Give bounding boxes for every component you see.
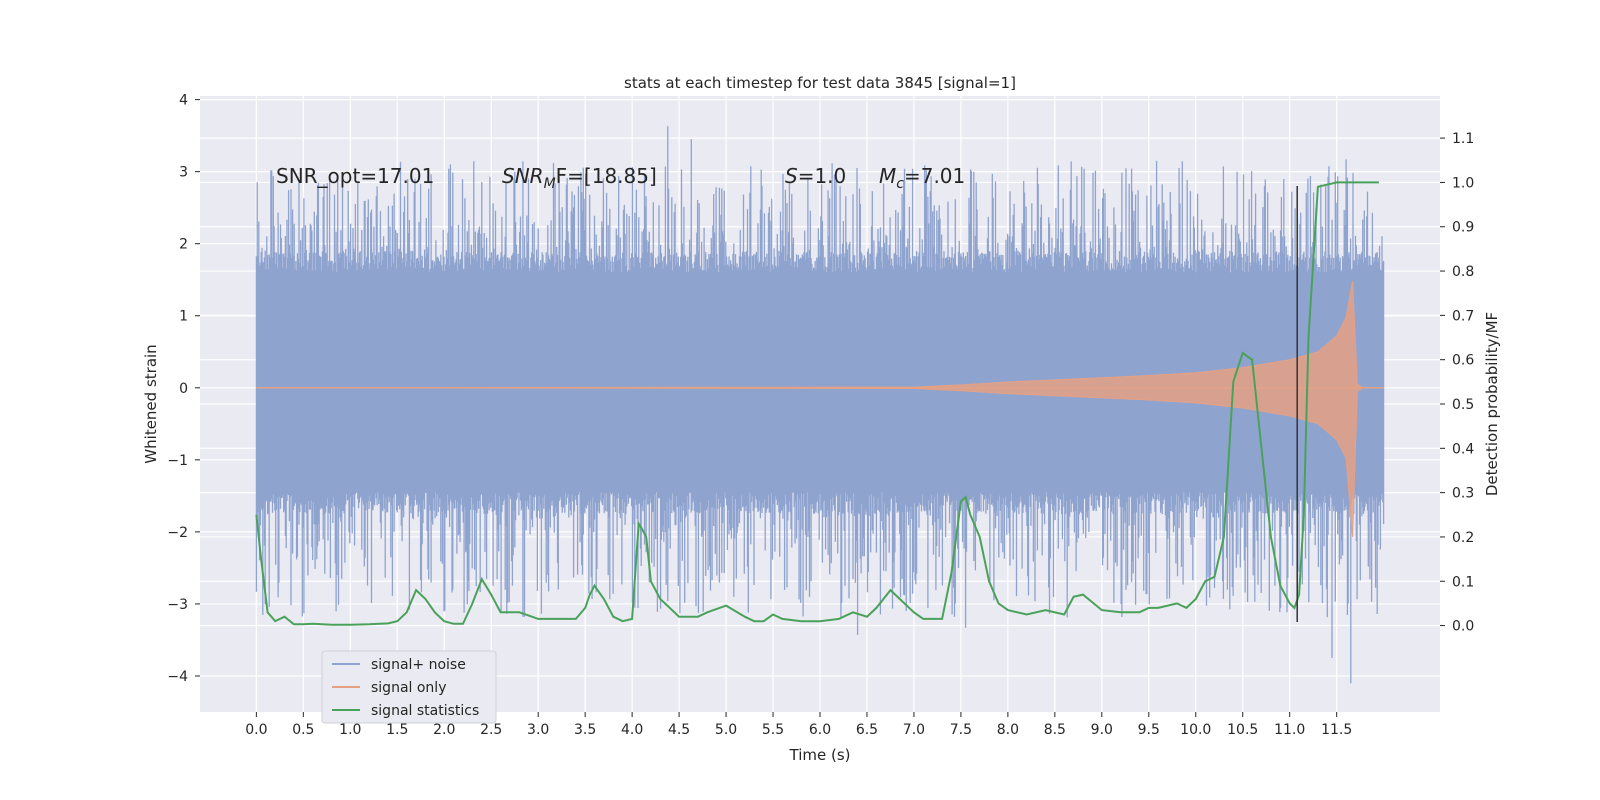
x-tick-label: 11.5 (1321, 722, 1352, 738)
stats-line (255, 181, 1379, 626)
y-left-tick-label: 1 (179, 309, 188, 325)
signal-only-series (256, 281, 1384, 538)
y-right-tick-label: 0.8 (1452, 264, 1474, 280)
y-left-tick-label: −4 (167, 669, 188, 685)
y-right-tick-label: 0.4 (1452, 441, 1474, 457)
y-right-tick-label: 0.2 (1452, 530, 1474, 546)
y-left-tick-label: −2 (167, 525, 188, 541)
legend-label-signal: signal only (371, 680, 446, 696)
x-tick-label: 0.5 (292, 722, 314, 738)
chart-title: stats at each timestep for test data 384… (624, 74, 1016, 92)
signal-envelope (256, 281, 1384, 538)
axis-ticks: 0.0 0.5 1.0 1.5 2.0 2.5 3.0 3.5 4.0 4.5 5.0 5.5 6.0 6… (167, 93, 1474, 738)
x-tick-label: 5.0 (715, 722, 737, 738)
y-right-tick-label: 1.1 (1452, 131, 1474, 147)
x-tick-label: 2.0 (433, 722, 455, 738)
x-tick-label: 7.0 (903, 722, 925, 738)
annotation-2: S=1.0 (785, 164, 846, 188)
annotations: SNR_opt=17.01 SNRMF=[18.85] S=1.0 Mc=7.01 (276, 164, 965, 192)
x-tick-label: 11.0 (1274, 722, 1305, 738)
y-left-axis-label-text: Whitened strain (142, 344, 160, 463)
signal-statistics-series (255, 181, 1379, 626)
x-tick-label: 10.0 (1180, 722, 1211, 738)
x-tick-label: 6.0 (809, 722, 831, 738)
x-tick-label: 8.5 (1044, 722, 1066, 738)
y-left-tick-label: 3 (179, 165, 188, 181)
y-left-tick-label: 0 (179, 381, 188, 397)
x-tick-label: 3.5 (574, 722, 596, 738)
x-tick-label: 4.5 (668, 722, 690, 738)
annotation-0: SNR_opt=17.01 (276, 164, 434, 188)
x-tick-label: 1.0 (339, 722, 361, 738)
y-left-tick-label: −1 (167, 453, 188, 469)
x-tick-label: 3.0 (527, 722, 549, 738)
x-tick-label: 7.5 (950, 722, 972, 738)
y-right-tick-label: 0.7 (1452, 308, 1474, 324)
legend-label-noise: signal+ noise (371, 657, 466, 673)
y-right-tick-label: 0.3 (1452, 486, 1474, 502)
x-tick-label: 0.0 (245, 722, 267, 738)
y-right-tick-label: 0.1 (1452, 574, 1474, 590)
y-right-tick-label: 0.6 (1452, 353, 1474, 369)
x-tick-label: 5.5 (762, 722, 784, 738)
legend-label-stats: signal statistics (371, 703, 479, 719)
x-tick-label: 8.0 (997, 722, 1019, 738)
y-right-tick-label: 0.5 (1452, 397, 1474, 413)
y-right-tick-label: 0.9 (1452, 220, 1474, 236)
annotation-3: Mc=7.01 (879, 164, 965, 192)
annotation-1: SNRMF=[18.85] (502, 164, 657, 192)
y-left-tick-label: −3 (167, 597, 188, 613)
x-tick-label: 4.0 (621, 722, 643, 738)
x-tick-label: 1.5 (386, 722, 408, 738)
y-left-tick-label: 2 (179, 237, 188, 253)
y-left-tick-label: 4 (179, 93, 188, 109)
legend-box (321, 650, 497, 724)
x-tick-label: 9.0 (1091, 722, 1113, 738)
y-right-axis-label: Detection probability/MF (1483, 312, 1501, 496)
legend: signal+ noise signal only signal statist… (321, 650, 497, 724)
y-right-tick-label: 0.0 (1452, 619, 1474, 635)
y-right-tick-label: 1.0 (1452, 175, 1474, 191)
x-tick-label: 9.5 (1138, 722, 1160, 738)
x-tick-label: 6.5 (856, 722, 878, 738)
x-axis-label: Time (s) (789, 746, 851, 764)
x-tick-label: 2.5 (480, 722, 502, 738)
x-tick-label: 10.5 (1227, 722, 1258, 738)
